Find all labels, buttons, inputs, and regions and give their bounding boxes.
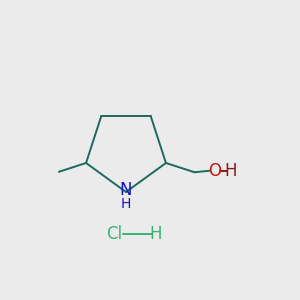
Text: H: H <box>121 197 131 211</box>
Text: O: O <box>208 162 221 180</box>
Text: Cl: Cl <box>106 225 122 243</box>
Text: H: H <box>224 162 237 180</box>
Text: N: N <box>120 181 132 199</box>
Text: H: H <box>150 225 162 243</box>
